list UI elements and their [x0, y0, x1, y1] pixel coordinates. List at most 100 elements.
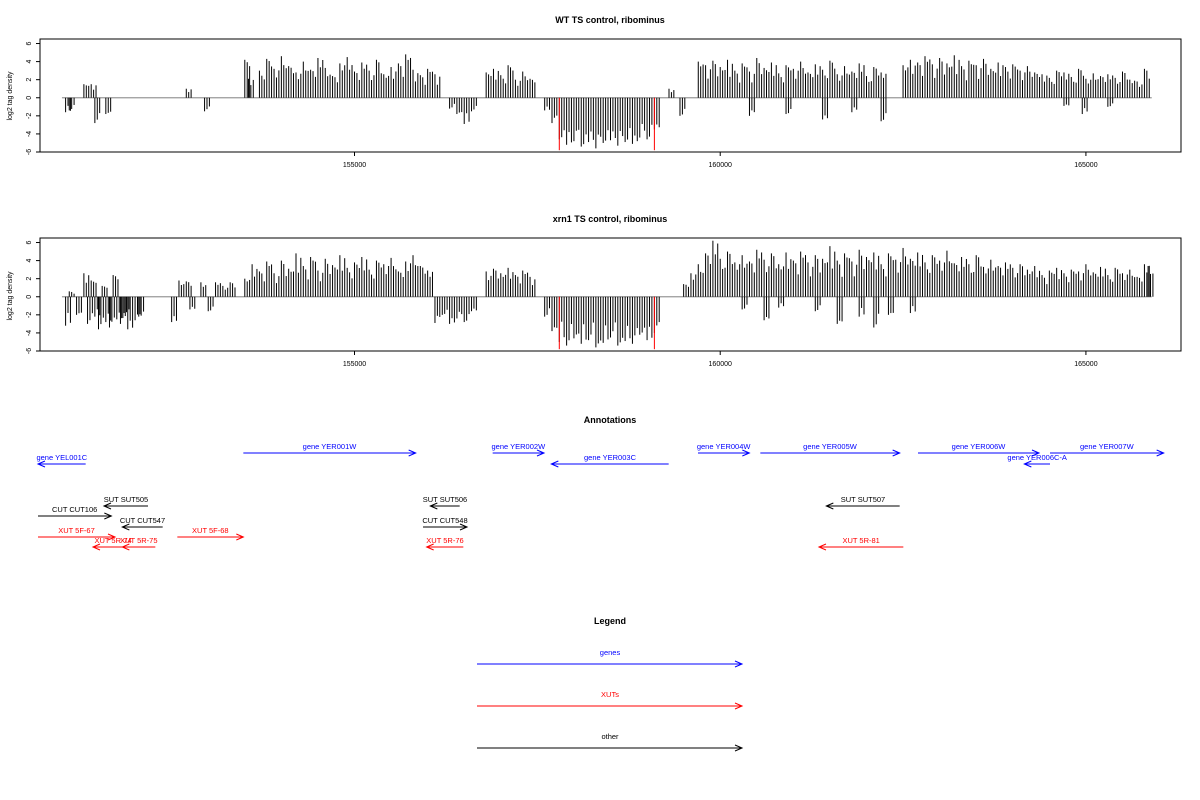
- annotation-feature: CUT CUT548: [422, 516, 469, 531]
- legend-title: Legend: [594, 616, 626, 626]
- feature-arrowhead: [536, 449, 546, 457]
- annotation-feature: CUT CUT106: [38, 505, 113, 520]
- feature-arrowhead: [107, 533, 117, 541]
- feature-label: XUT 5R-76: [426, 536, 463, 545]
- legend: Legend genes XUTs other: [477, 616, 744, 752]
- legend-label: XUTs: [601, 690, 619, 699]
- annotation-feature: gene YER002W: [492, 442, 547, 457]
- annotation-feature: gene YER007W: [1050, 442, 1165, 457]
- feature-label: gene YER006C-A: [1007, 453, 1066, 462]
- y-tick-label: -6: [26, 149, 33, 155]
- feature-arrowhead: [91, 543, 101, 551]
- feature-arrowhead: [102, 502, 112, 510]
- y-tick-label: 6: [26, 240, 33, 244]
- wt-plot-frame: [39, 38, 1182, 153]
- y-tick-label: 0: [26, 96, 33, 100]
- feature-label: XUT 5F-68: [192, 526, 229, 535]
- feature-arrowhead: [236, 533, 245, 541]
- feature-arrowhead: [408, 449, 417, 457]
- annotation-feature: gene YER003C: [550, 453, 669, 468]
- feature-arrowhead: [429, 502, 438, 510]
- y-tick-label: -2: [26, 113, 33, 119]
- x-tick-label: 155000: [343, 162, 366, 169]
- y-tick-label: -4: [26, 330, 33, 336]
- feature-label: SUT SUT506: [423, 495, 467, 504]
- feature-arrowhead: [825, 502, 834, 510]
- feature-label: CUT CUT548: [422, 516, 467, 525]
- feature-arrowhead: [817, 543, 827, 551]
- wt-coverage-bars: [61, 54, 1152, 151]
- annotation-features: gene YEL001C gene YER001W gene YER002W gene…: [36, 442, 1165, 551]
- legend-arrowhead: [734, 702, 744, 710]
- annotation-feature: SUT SUT505: [102, 495, 148, 510]
- y-tick-label: -2: [26, 312, 33, 318]
- feature-label: gene YER003C: [584, 453, 637, 462]
- feature-label: SUT SUT505: [104, 495, 148, 504]
- y-tick-label: -6: [26, 348, 33, 354]
- annotation-feature: SUT SUT506: [423, 495, 467, 510]
- feature-arrowhead: [121, 543, 130, 551]
- x-tick-label: 165000: [1074, 162, 1097, 169]
- feature-label: XUT 5R-81: [842, 536, 879, 545]
- xrn1-coverage-bars: [61, 240, 1154, 350]
- x-tick-label: 165000: [1074, 361, 1097, 368]
- feature-arrowhead: [104, 512, 113, 520]
- feature-label: gene YER005W: [803, 442, 858, 451]
- xrn1-x-ticks: 155000 160000 165000: [343, 351, 1098, 368]
- annotation-feature: XUT 5F-67: [38, 526, 117, 541]
- feature-label: gene YER002W: [492, 442, 547, 451]
- legend-item: XUTs: [477, 690, 744, 710]
- legend-item: genes: [477, 648, 744, 668]
- x-tick-label: 160000: [709, 361, 732, 368]
- xrn1-coverage-panel: xrn1 TS control, ribominus log2 tag dens…: [7, 214, 1182, 368]
- y-tick-label: 4: [26, 259, 33, 263]
- xrn1-panel-title: xrn1 TS control, ribominus: [553, 214, 668, 224]
- annotation-feature: gene YER006W: [918, 442, 1041, 457]
- y-tick-label: 2: [26, 78, 33, 82]
- y-tick-label: 6: [26, 41, 33, 45]
- annotation-feature: gene YER001W: [243, 442, 417, 457]
- feature-arrowhead: [36, 460, 46, 468]
- feature-label: CUT CUT547: [120, 516, 165, 525]
- feature-label: CUT CUT106: [52, 505, 97, 514]
- annotation-feature: SUT SUT507: [825, 495, 900, 510]
- annotation-feature: gene YER005W: [760, 442, 901, 457]
- legend-items: genes XUTs other: [477, 648, 744, 752]
- annotation-feature: XUT 5R-81: [817, 536, 904, 551]
- feature-arrowhead: [1031, 449, 1041, 457]
- legend-item: other: [477, 732, 744, 752]
- feature-arrowhead: [459, 523, 469, 531]
- x-tick-label: 155000: [343, 361, 366, 368]
- xrn1-y-ticks: -6 -4 -2 0 2 4 6: [26, 240, 40, 354]
- wt-coverage-panel: WT TS control, ribominus log2 tag densit…: [7, 15, 1182, 169]
- feature-arrowhead: [425, 543, 434, 551]
- legend-label: genes: [600, 648, 621, 657]
- wt-y-axis-label: log2 tag density: [7, 71, 14, 121]
- annotation-feature: XUT 5R-76: [425, 536, 464, 551]
- annotations-title: Annotations: [584, 415, 637, 425]
- y-tick-label: -4: [26, 131, 33, 137]
- annotation-feature: XUT 5F-68: [177, 526, 245, 541]
- annotation-feature: gene YEL001C: [36, 453, 88, 468]
- y-tick-label: 4: [26, 60, 33, 64]
- feature-arrowhead: [121, 523, 130, 531]
- feature-label: SUT SUT507: [841, 495, 885, 504]
- feature-label: gene YER006W: [952, 442, 1007, 451]
- xrn1-y-axis-label: log2 tag density: [7, 271, 14, 321]
- feature-arrowhead: [1156, 449, 1165, 457]
- feature-arrowhead: [892, 449, 901, 457]
- feature-label: XUT 5R-74: [94, 536, 131, 545]
- y-tick-label: 2: [26, 277, 33, 281]
- legend-label: other: [601, 732, 619, 741]
- legend-arrowhead: [734, 744, 744, 752]
- feature-arrowhead: [550, 460, 559, 468]
- feature-label: gene YER007W: [1080, 442, 1135, 451]
- feature-label: XUT 5F-67: [58, 526, 95, 535]
- wt-x-ticks: 155000 160000 165000: [343, 152, 1098, 169]
- feature-arrowhead: [742, 449, 751, 457]
- feature-label: gene YEL001C: [36, 453, 87, 462]
- xrn1-plot-frame: [39, 237, 1182, 352]
- annotation-feature: XUT 5R-75: [120, 536, 158, 551]
